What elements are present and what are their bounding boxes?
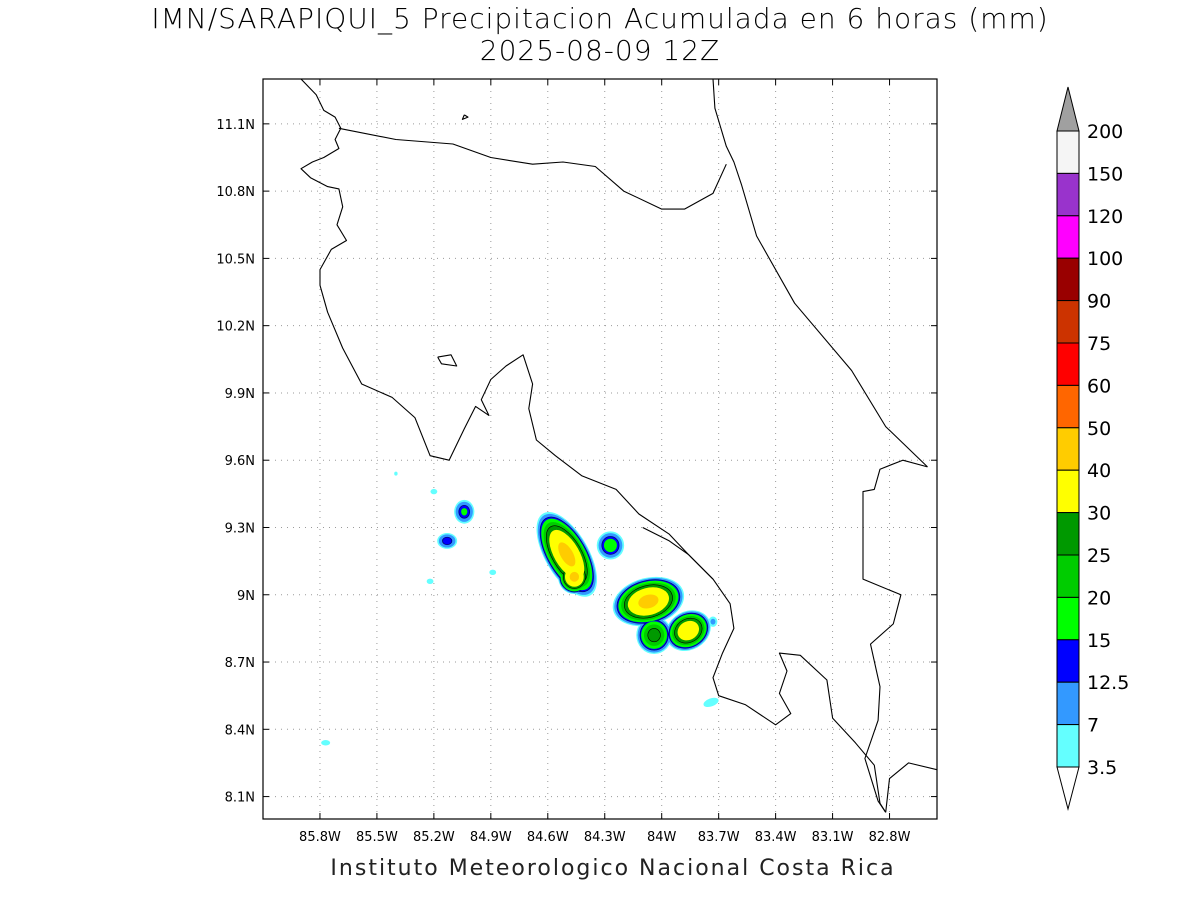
lon-tick-label: 83.4W	[755, 830, 797, 845]
lat-tick-label: 10.8N	[216, 185, 255, 200]
lon-tick-label: 85.8W	[299, 830, 341, 845]
precipitation-field	[321, 471, 719, 746]
lat-tick-label: 9.3N	[225, 521, 255, 536]
lat-tick-label: 8.4N	[225, 723, 255, 738]
map-background	[263, 79, 937, 819]
map-title: IMN/SARAPIQUI_5 Precipitacion Acumulada …	[151, 2, 1049, 35]
colorbar-lower-arrow	[1056, 766, 1080, 811]
colorbar-level-label: 150	[1087, 163, 1123, 185]
colorbar-level-label: 60	[1087, 375, 1111, 397]
lat-tick-label: 9.6N	[225, 454, 255, 469]
lon-tick-label: 82.8W	[869, 830, 911, 845]
colorbar-swatch	[1056, 300, 1080, 344]
coast-feature	[642, 527, 714, 580]
map-datetime: 2025-08-09 12Z	[479, 34, 721, 67]
colorbar-swatch	[1056, 681, 1080, 726]
lon-tick-label: 84.9W	[470, 830, 512, 845]
precip-contour-12.5	[442, 536, 453, 546]
pacific-coastline	[300, 79, 887, 813]
lon-tick-label: 85.5W	[356, 830, 398, 845]
precip-contour-3.5	[321, 740, 331, 746]
colorbar-level-label: 100	[1087, 248, 1123, 270]
panama-border	[862, 459, 928, 813]
colorbar-swatch	[1056, 596, 1080, 641]
lat-tick-label: 9.9N	[225, 387, 255, 402]
precip-contour-3.5	[426, 578, 434, 585]
precip-contour-3.5	[703, 697, 719, 708]
colorbar-level-label: 25	[1087, 545, 1111, 567]
axis-ticks: 85.8W 85.5W 85.2W 84.9W 84.6W 84.3W 84W 83.7W 83…	[216, 79, 937, 845]
lon-tick-label: 84.3W	[584, 830, 626, 845]
lat-lon-grid	[263, 79, 937, 819]
map-frame	[262, 78, 938, 820]
colorbar-swatch	[1056, 130, 1080, 174]
colorbar-swatch	[1056, 427, 1080, 471]
colorbar-level-label: 200	[1087, 121, 1123, 143]
lon-tick-label: 83.1W	[812, 830, 854, 845]
colorbar-legend: 3.5 7 12.5 15 20 25 30 40 50 60 75 90 100 120 150 200	[1056, 86, 1129, 811]
precip-contour-7	[710, 618, 716, 625]
colorbar-level-label: 50	[1087, 418, 1111, 440]
precip-contour-40	[569, 571, 580, 582]
precip-contour-3.5	[430, 488, 438, 495]
lon-tick-label: 83.7W	[698, 830, 740, 845]
colorbar-level-label: 30	[1087, 503, 1111, 525]
lon-tick-label: 85.2W	[413, 830, 455, 845]
colorbar-level-label: 75	[1087, 333, 1111, 355]
coast-feature	[885, 762, 937, 813]
colorbar-level-label: 120	[1087, 206, 1123, 228]
lat-tick-label: 9N	[237, 589, 255, 604]
coastline-borders	[300, 79, 937, 813]
islet-outline	[461, 114, 469, 120]
colorbar-level-label: 40	[1087, 460, 1111, 482]
institution-credit: Instituto Meteorologico Nacional Costa R…	[330, 856, 896, 881]
colorbar-swatch	[1056, 342, 1080, 386]
colorbar-swatch	[1056, 257, 1080, 302]
precip-contour-15	[603, 538, 617, 553]
colorbar-swatch	[1056, 512, 1080, 556]
colorbar-level-label: 7	[1087, 715, 1099, 737]
precip-contour-3.5	[489, 569, 497, 576]
colorbar-swatch	[1056, 384, 1080, 429]
lat-tick-label: 10.5N	[216, 252, 255, 267]
lon-tick-label: 84W	[647, 830, 677, 845]
colorbar-swatch	[1056, 469, 1080, 514]
precip-contour-15	[461, 508, 468, 516]
colorbar-level-label: 15	[1087, 630, 1111, 652]
precip-contour-3.5	[394, 471, 398, 476]
precip-contour-40	[638, 594, 659, 609]
colorbar-level-label: 3.5	[1087, 757, 1117, 779]
colorbar-swatch	[1056, 639, 1080, 683]
colorbar-level-label: 90	[1087, 291, 1111, 313]
precip-contour-30	[677, 620, 700, 641]
lat-tick-label: 8.1N	[225, 791, 255, 806]
colorbar-swatch	[1056, 215, 1080, 259]
colorbar-level-label: 12.5	[1087, 672, 1129, 694]
island-outline	[437, 354, 458, 367]
precip-contour-25	[647, 628, 661, 643]
colorbar-swatch	[1056, 172, 1080, 217]
colorbar-swatch	[1056, 724, 1080, 768]
lat-tick-label: 11.1N	[216, 118, 255, 133]
nicaragua-border	[338, 127, 727, 210]
lon-tick-label: 84.6W	[527, 830, 569, 845]
colorbar-swatch	[1056, 554, 1080, 598]
precip-contour-40	[558, 542, 576, 567]
colorbar-upper-arrow	[1056, 86, 1080, 132]
colorbar-level-label: 20	[1087, 587, 1111, 609]
lat-tick-label: 8.7N	[225, 656, 255, 671]
lat-tick-label: 10.2N	[216, 320, 255, 335]
caribbean-coastline	[712, 79, 928, 468]
